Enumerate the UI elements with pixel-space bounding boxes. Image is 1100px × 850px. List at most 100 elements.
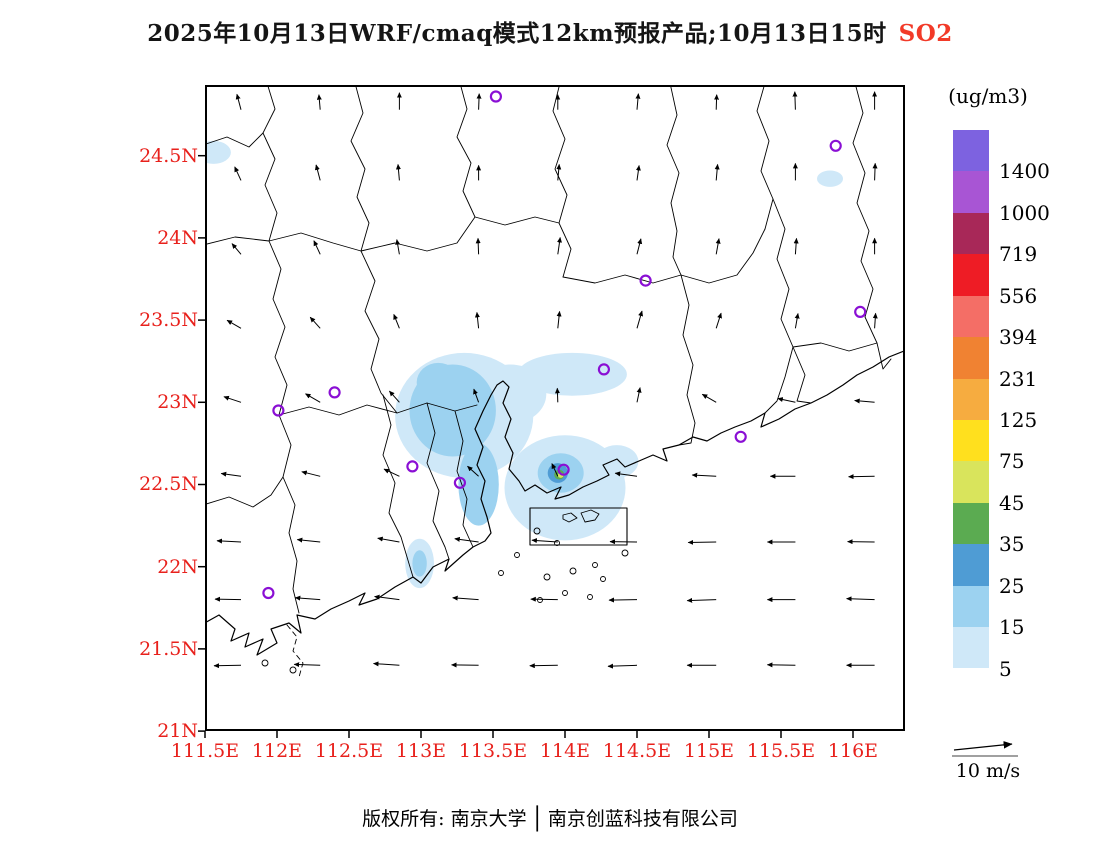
wind-arrow [701, 393, 717, 403]
colorbar-tick-label: 1400 [999, 159, 1050, 184]
concentration-plume [458, 443, 499, 526]
colorbar-tick-label: 1000 [999, 200, 1050, 225]
colorbar-segment [953, 585, 989, 628]
wind-arrow [635, 93, 641, 110]
station-marker [597, 363, 610, 376]
wind-arrow [846, 596, 875, 602]
wind-arrow [715, 238, 721, 255]
wind-arrow [474, 311, 480, 329]
map-canvas [198, 85, 905, 738]
colorbar-tick-label: 231 [999, 366, 1038, 391]
wind-arrow [686, 597, 717, 603]
colorbar-tick-label: 556 [999, 283, 1038, 308]
colorbar-segment [953, 212, 989, 255]
wind-arrow [557, 237, 562, 255]
inset-boundary-box [529, 507, 628, 546]
wind-arrow [476, 93, 482, 110]
wind-arrow [383, 468, 400, 477]
colorbar-tick-label: 125 [999, 408, 1038, 432]
title-text: 2025年10月13日WRF/cmaq模式12km预报产品;10月13日15时 [147, 20, 887, 47]
wind-arrow [293, 662, 321, 668]
colorbar-segment [953, 544, 989, 586]
title-pollutant: SO2 [898, 20, 953, 47]
wind-arrow [872, 162, 878, 181]
wind-arrow [395, 163, 401, 181]
concentration-plume [412, 550, 427, 577]
lon-axis-label: 113E [395, 740, 447, 762]
colorbar-segment [953, 419, 989, 462]
colorbar-segment [953, 461, 989, 503]
colorbar-segment [953, 502, 989, 545]
wind-arrow [554, 387, 560, 403]
wind-arrow [608, 597, 638, 603]
wind-scale-label: 10 m/s [955, 760, 1021, 782]
wind-arrow [213, 663, 242, 669]
wind-arrow [793, 237, 799, 255]
wind-arrow [475, 237, 481, 255]
wind-arrow [531, 538, 558, 544]
concentration-plume [517, 352, 627, 396]
lon-axis-label: 115.5E [746, 740, 816, 762]
wind-arrow [301, 470, 321, 477]
lon-axis-label: 116E [827, 740, 879, 762]
footer-company: 南京创蓝科技有限公司 [547, 808, 738, 830]
wind-scale-arrow-icon [952, 741, 1018, 757]
colorbar-tick-label: 15 [999, 615, 1025, 640]
station-marker [639, 274, 652, 287]
station-marker [406, 460, 419, 473]
lat-axis-label: 24N [157, 226, 198, 249]
wind-arrow [393, 313, 400, 329]
wind-arrow [452, 595, 479, 601]
wind-arrow [389, 390, 400, 403]
colorbar-segment [953, 295, 989, 338]
lat-axis-label: 23N [157, 391, 198, 414]
wind-arrow [530, 596, 558, 602]
wind-arrow [473, 388, 480, 403]
lat-axis-label: 22N [157, 555, 198, 578]
boundaries-layer [205, 85, 905, 678]
wind-arrow [794, 313, 800, 329]
footer-copyright: 版权所有: 南京大学 │ 南京创蓝科技有限公司 [0, 804, 1100, 832]
wind-arrow [454, 536, 479, 543]
lon-axis-label: 114E [539, 740, 591, 762]
wind-arrow [714, 163, 720, 181]
concentration-plumes-layer [205, 140, 843, 589]
station-marker [272, 404, 285, 417]
lat-axis-label: 23.5N [139, 309, 198, 332]
wind-arrow [316, 94, 322, 110]
figure-title: 2025年10月13日WRF/cmaq模式12km预报产品;10月13日15时 S… [0, 14, 1100, 48]
concentration-plume [416, 362, 460, 403]
wind-arrow [792, 91, 798, 110]
map-frame [205, 85, 905, 731]
wind-arrow [314, 164, 321, 181]
lat-axis-label: 21N [157, 720, 198, 743]
wind-arrow [305, 393, 321, 403]
colorbar-tick-label: 25 [999, 573, 1025, 598]
lon-axis-label: 112.5E [314, 740, 384, 762]
wind-arrow [294, 595, 321, 601]
station-marker [734, 430, 747, 443]
stations-layer [262, 90, 867, 600]
wind-arrow [636, 238, 643, 255]
wind-arrow [296, 537, 321, 543]
wind-arrow [220, 471, 242, 477]
wind-arrow [687, 539, 717, 545]
wind-arrow [714, 94, 720, 110]
station-marker [328, 386, 341, 399]
wind-arrow [636, 387, 642, 403]
wind-arrow [556, 163, 562, 181]
lon-axis-label: 115E [683, 740, 735, 762]
wind-arrow [551, 463, 559, 477]
station-marker [453, 476, 466, 489]
wind-arrow [529, 663, 558, 669]
colorbar-segment [953, 171, 989, 213]
station-marker [489, 90, 502, 103]
wind-arrows-layer [213, 91, 878, 669]
wind-arrow [854, 398, 875, 404]
lon-axis-label: 113.5E [458, 740, 528, 762]
footer-divider: │ [530, 807, 544, 832]
wind-arrow [234, 166, 242, 181]
colorbar-segment [953, 337, 989, 379]
lon-axis-label: 112E [251, 740, 303, 762]
colorbar-segment [953, 627, 989, 669]
